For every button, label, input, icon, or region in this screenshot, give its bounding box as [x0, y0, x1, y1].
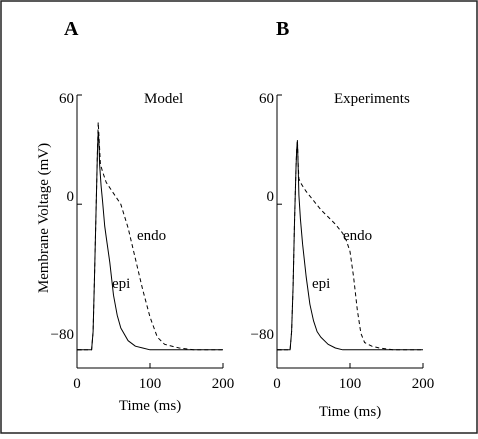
panel-b-letter: B — [276, 18, 289, 40]
panel-a: A Model Membrane Voltage (mV) Time (ms) … — [36, 18, 234, 414]
panel-a-series-epi — [77, 130, 223, 351]
panel-a-annotation: Model — [144, 91, 183, 107]
panel-b-epi-label: epi — [312, 276, 330, 292]
panel-b-xtick-100: 100 — [339, 376, 362, 392]
panel-a-xtick-0: 0 — [73, 376, 81, 392]
panel-b-xtick-200: 200 — [412, 376, 435, 392]
panel-a-xtick-100: 100 — [139, 376, 162, 392]
panel-b-endo-label: endo — [343, 228, 372, 244]
panel-a-x-axis-label: Time (ms) — [119, 398, 181, 414]
panel-b-ytick-minus80: −80 — [251, 327, 274, 343]
panel-a-y-axis-label: Membrane Voltage (mV) — [36, 143, 52, 293]
panel-a-letter: A — [64, 18, 79, 40]
panel-b-ytick-60: 60 — [259, 91, 274, 107]
panel-a-epi-label: epi — [112, 276, 130, 292]
panel-b-ytick-0: 0 — [267, 189, 275, 205]
panel-b: B Experiments Time (ms) 60 0 −80 0 100 2… — [251, 18, 435, 420]
panel-b-annotation: Experiments — [334, 91, 410, 107]
panel-b-x-axis-label: Time (ms) — [319, 404, 381, 420]
panel-a-ytick-60: 60 — [59, 91, 74, 107]
panel-b-series-epi — [277, 140, 423, 351]
panel-b-xtick-0: 0 — [273, 376, 281, 392]
panel-b-series-endo — [277, 140, 423, 351]
panel-a-ytick-0: 0 — [67, 189, 75, 205]
panel-a-xtick-200: 200 — [212, 376, 235, 392]
panel-a-endo-label: endo — [137, 228, 166, 244]
panel-a-ytick-minus80: −80 — [51, 327, 74, 343]
